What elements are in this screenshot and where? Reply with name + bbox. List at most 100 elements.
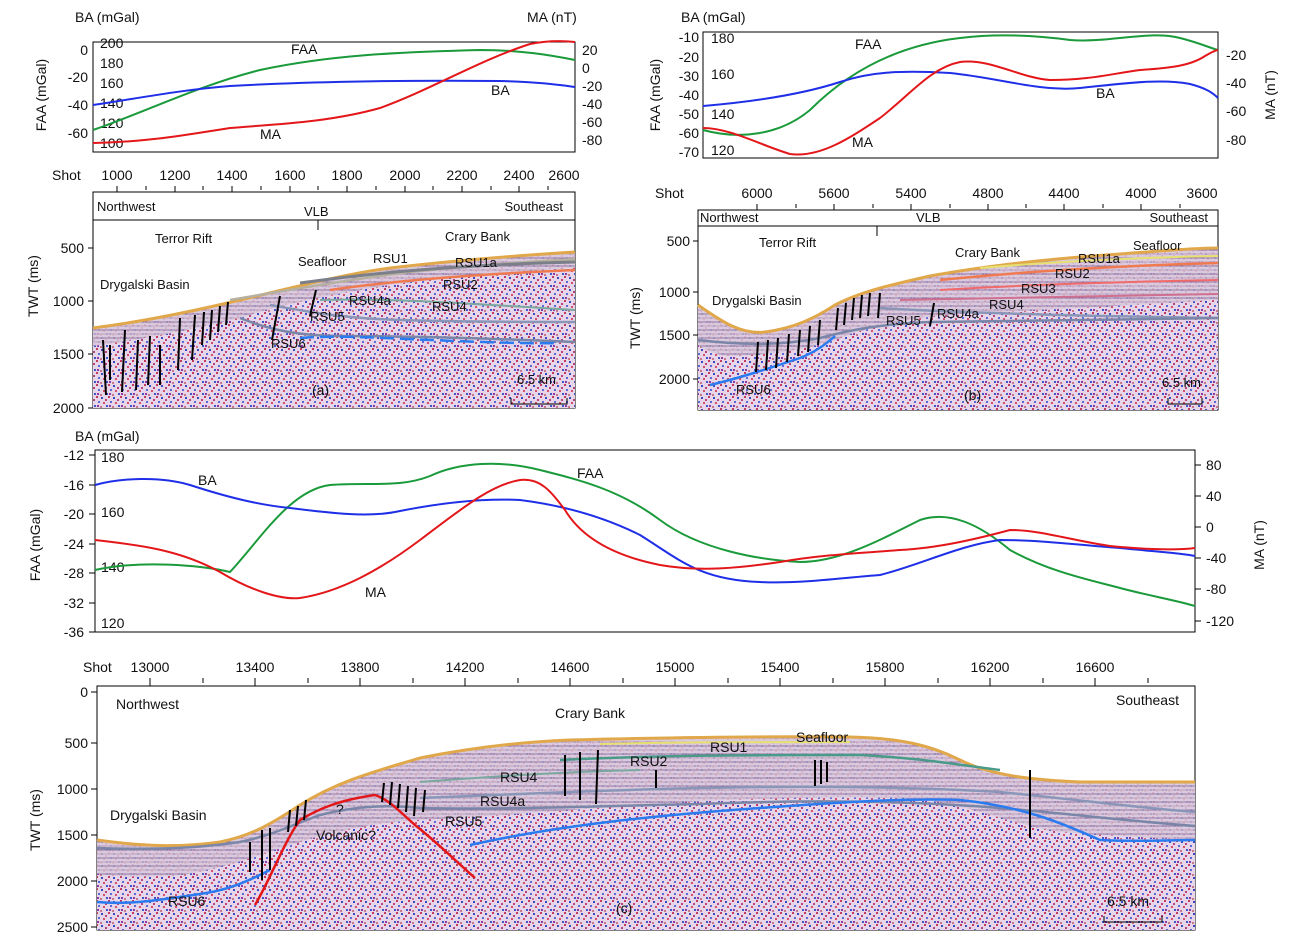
panel-a-twt-axis-title: TWT (ms) [25, 255, 41, 317]
panel-c-twt-tick: 500 [65, 735, 89, 751]
panel-c-rsu4a-horizon [419, 785, 1196, 814]
panel-c-ma-tick: 40 [1206, 488, 1222, 504]
panel-b-rsu4-label: RSU4 [989, 297, 1024, 312]
panel-a-ma-curve [92, 40, 576, 144]
panel-b-shot-tick: 4000 [1125, 185, 1156, 201]
panel-a-shot-tick: 1000 [101, 167, 132, 183]
panel-b-faa-axis-title: FAA (mGal) [647, 59, 663, 131]
panel-a-twt-tick: 1500 [53, 346, 84, 362]
panel-c-shot-tick: 16200 [971, 659, 1010, 675]
panel-a-twt-tick: 1000 [53, 293, 84, 309]
panel-b-shot-axis: Shot 6000 5600 5400 4800 4400 4000 3600 [655, 185, 1218, 210]
panel-a-seismic-section: TWT (ms) 500 1000 1500 2000 [25, 191, 576, 416]
panel-c-ma-axis-title: MA (nT) [1251, 520, 1267, 570]
panel-c-rsu5-horizon [96, 800, 1196, 850]
panel-c-rsu2-label: RSU2 [630, 753, 668, 769]
panel-a-ba-axis-title: BA (mGal) [75, 9, 140, 25]
panel-c-shot-tick: 13000 [131, 659, 170, 675]
panel-b: BA (mGal) FAA (mGal) MA (nT) -10 -20 -30… [627, 9, 1278, 411]
panel-b-scale-bar [1167, 398, 1203, 405]
panel-c-twt-tickmarks [91, 691, 97, 928]
panel-c-shot-tick: 13400 [236, 659, 275, 675]
panel-c-rsu4-horizon [419, 769, 641, 783]
panel-b-seismic-section: TWT (ms) 500 1000 1500 2000 [627, 209, 1219, 411]
panel-c-anomaly-chart: BA (mGal) FAA (mGal) MA (nT) -12 -16 -20… [27, 428, 1267, 640]
panel-b-terror-rift-label: Terror Rift [759, 235, 816, 250]
panel-a-rsu4a-label: RSU4a [349, 293, 392, 308]
panel-c-seismic-section: TWT (ms) 0 500 1000 1500 2000 2500 [27, 684, 1196, 935]
panel-b-crary-bank-label: Crary Bank [955, 245, 1021, 260]
panel-a-faa-axis-title: FAA (mGal) [33, 59, 49, 131]
panel-c-twt-tick: 1000 [57, 781, 88, 797]
panel-c-faults [249, 749, 1031, 880]
panel-a-ba-tick: 160 [100, 75, 124, 91]
panel-b-faa-tick: -10 [679, 29, 699, 45]
panel-c-scale-bar [1103, 916, 1163, 923]
panel-c-shot-tick: 13800 [341, 659, 380, 675]
panel-b-faa-label: FAA [855, 36, 882, 52]
panel-c-drygalski-label: Drygalski Basin [110, 807, 206, 823]
panel-a: BA (mGal) MA (nT) FAA (mGal) 0 -20 -40 -… [25, 9, 602, 416]
panel-c-shot-tick: 14600 [551, 659, 590, 675]
panel-b-ba-tick: 140 [711, 106, 735, 122]
panel-b-letter: (b) [964, 387, 981, 403]
panel-c-seafloor-label: Seafloor [796, 729, 848, 745]
panel-b-shot-tick: 3600 [1186, 185, 1217, 201]
panel-a-rsu6-horizon [299, 335, 561, 345]
panel-b-ma-axis-title: MA (nT) [1262, 70, 1278, 120]
panel-a-rsu1a-horizon [299, 260, 576, 285]
panel-b-rsu3-label: RSU3 [1021, 281, 1056, 296]
panel-a-shot-tick: 2600 [548, 167, 579, 183]
panel-a-terror-rift-label: Terror Rift [155, 231, 212, 246]
panel-b-scale-label: 6.5 km [1162, 375, 1201, 390]
panel-a-ba-tick: 200 [100, 35, 124, 51]
panel-c-faa-tick: -36 [64, 624, 84, 640]
panel-b-ba-tick: 160 [711, 66, 735, 82]
panel-b-southeast-label: Southeast [1149, 210, 1208, 225]
panel-a-rsu4-label: RSU4 [432, 299, 467, 314]
panel-c-faa-tickmarks [89, 454, 95, 633]
panel-b-ba-tick: 120 [711, 142, 735, 158]
panel-a-anomaly-chart: BA (mGal) MA (nT) FAA (mGal) 0 -20 -40 -… [33, 9, 602, 153]
panel-c-rsu5-label: RSU5 [445, 813, 483, 829]
panel-c-ma-tick: 80 [1206, 457, 1222, 473]
panel-c-southeast-label: Southeast [1116, 692, 1179, 708]
panel-a-ba-curve [92, 79, 576, 106]
panel-b-twt-tick: 1000 [659, 284, 690, 300]
panel-b-rsu5-label: RSU5 [886, 313, 921, 328]
panel-c-shot-tick: 15400 [761, 659, 800, 675]
panel-c-rsu6-horizon [96, 798, 1196, 905]
panel-c-ma-tick: -40 [1206, 550, 1226, 566]
panel-c-ma-tick: -80 [1206, 581, 1226, 597]
panel-b-faults [755, 292, 935, 373]
panel-b-anomaly-chart: BA (mGal) FAA (mGal) MA (nT) -10 -20 -30… [647, 9, 1278, 160]
panel-a-seafloor-label: Seafloor [298, 254, 347, 269]
panel-b-drygalski-label: Drygalski Basin [712, 293, 802, 308]
panel-c-rsu4a-label: RSU4a [480, 793, 525, 809]
panel-a-scale-bar [510, 398, 568, 405]
panel-a-faa-curve [92, 48, 576, 131]
panel-b-rsu3-horizon [939, 279, 1219, 291]
panel-a-scale-label: 6.5 km [517, 372, 556, 387]
panel-a-twt-tickmarks [88, 247, 93, 409]
panel-a-shot-tick: 2400 [503, 167, 534, 183]
panel-b-ba-axis-title: BA (mGal) [681, 9, 746, 25]
panel-c-ma-tickmarks [1195, 464, 1201, 622]
panel-b-rsu6-horizon [709, 335, 836, 387]
panel-b-faa-tick: -60 [679, 125, 699, 141]
panel-a-crary-bank-label: Crary Bank [445, 229, 511, 244]
panel-a-ma-tick: -60 [582, 114, 602, 130]
panel-c-crary-bank-label: Crary Bank [555, 705, 626, 721]
panel-c-shot-tick: 14200 [446, 659, 485, 675]
panel-c-rsu2-horizon [559, 753, 1001, 772]
panel-c-twt-axis-title: TWT (ms) [27, 789, 43, 851]
panel-a-rsu1a-label: RSU1a [455, 255, 498, 270]
panel-c-faa-axis-title: FAA (mGal) [27, 509, 43, 581]
panel-b-ba-tick: 180 [711, 30, 735, 46]
panel-b-faa-tick: -20 [679, 49, 699, 65]
panel-a-shot-tick: 1600 [274, 167, 305, 183]
panel-a-rsu4a-horizon [269, 303, 576, 324]
panel-a-faa-label: FAA [291, 41, 318, 57]
